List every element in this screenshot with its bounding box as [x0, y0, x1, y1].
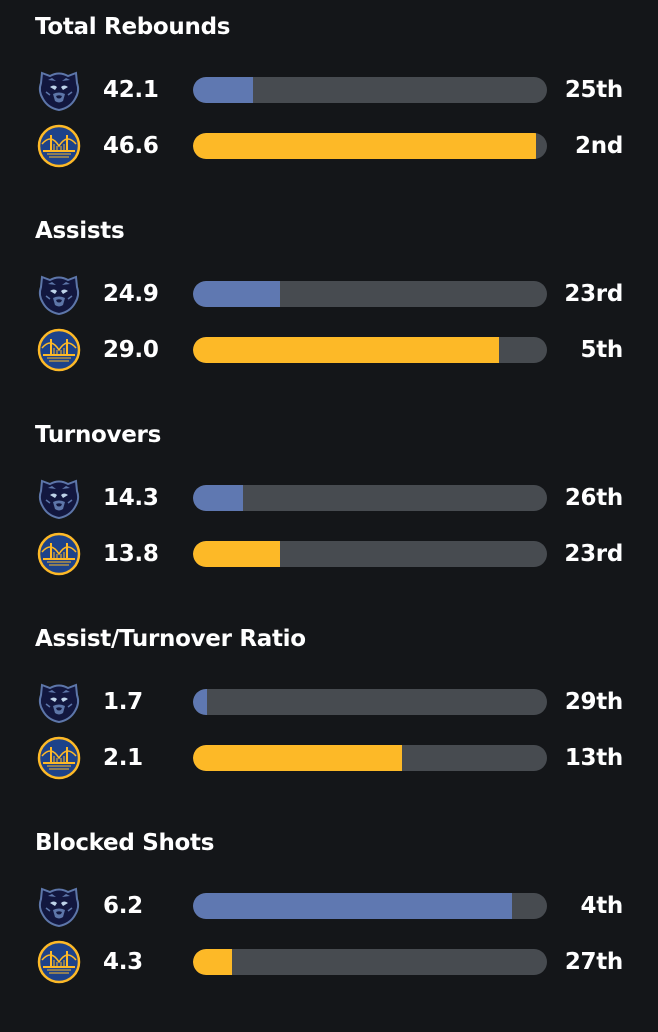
stat-bar-fill: [193, 133, 537, 159]
stat-bar: [193, 281, 547, 307]
stat-value: 6.2: [103, 893, 143, 919]
grizzlies-logo-icon: [35, 678, 83, 726]
section-title: Turnovers: [35, 422, 161, 448]
section-title: Blocked Shots: [35, 830, 215, 856]
league-rank: 2nd: [575, 133, 623, 159]
league-rank: 29th: [564, 689, 623, 715]
grizzlies-logo-icon: [35, 474, 83, 522]
stat-bar: [193, 541, 547, 567]
stat-bar-fill: [193, 485, 243, 511]
warriors-logo-icon: [35, 938, 83, 986]
stat-bar-fill: [193, 541, 280, 567]
stat-bar-fill: [193, 893, 512, 919]
stat-bar: [193, 133, 547, 159]
team-stats-comparison: Total Rebounds 42.1 25th 46.6 2nd Assist…: [0, 12, 658, 984]
stat-section-assists: Assists 24.9 23rd 29.0 5th: [0, 216, 658, 420]
stat-bar: [193, 689, 547, 715]
grizzlies-logo-icon: [35, 270, 83, 318]
warriors-logo-icon: [35, 530, 83, 578]
stat-value: 1.7: [103, 689, 143, 715]
stat-bar-fill: [193, 689, 208, 715]
stat-bar-fill: [193, 77, 254, 103]
stat-bar: [193, 337, 547, 363]
stat-section-blocked-shots: Blocked Shots 6.2 4th 4.3 27th: [0, 828, 658, 1032]
stat-value: 4.3: [103, 949, 143, 975]
stat-bar: [193, 745, 547, 771]
stat-row-grizzlies: 24.9 23rd: [35, 266, 658, 322]
stat-row-warriors: 2.1 13th: [35, 730, 658, 786]
stat-value: 2.1: [103, 745, 143, 771]
league-rank: 25th: [564, 77, 623, 103]
stat-value: 24.9: [103, 281, 159, 307]
stat-bar-fill: [193, 337, 500, 363]
league-rank: 23rd: [564, 541, 623, 567]
stat-value: 14.3: [103, 485, 159, 511]
stat-section-turnovers: Turnovers 14.3 26th 13.8 23rd: [0, 420, 658, 624]
league-rank: 26th: [564, 485, 623, 511]
grizzlies-logo-icon: [35, 66, 83, 114]
stat-value: 46.6: [103, 133, 159, 159]
stat-bar-fill: [193, 745, 402, 771]
grizzlies-logo-icon: [35, 882, 83, 930]
league-rank: 23rd: [564, 281, 623, 307]
stat-row-warriors: 13.8 23rd: [35, 526, 658, 582]
section-title: Assists: [35, 218, 125, 244]
stat-bar: [193, 893, 547, 919]
stat-bar: [193, 77, 547, 103]
league-rank: 13th: [564, 745, 623, 771]
stat-bar: [193, 485, 547, 511]
stat-bar-fill: [193, 949, 232, 975]
stat-row-warriors: 4.3 27th: [35, 934, 658, 990]
warriors-logo-icon: [35, 326, 83, 374]
league-rank: 27th: [564, 949, 623, 975]
stat-value: 29.0: [103, 337, 159, 363]
stat-section-total-rebounds: Total Rebounds 42.1 25th 46.6 2nd: [0, 12, 658, 216]
league-rank: 4th: [580, 893, 624, 919]
stat-bar: [193, 949, 547, 975]
stat-row-grizzlies: 1.7 29th: [35, 674, 658, 730]
warriors-logo-icon: [35, 122, 83, 170]
stat-value: 13.8: [103, 541, 159, 567]
stat-row-warriors: 29.0 5th: [35, 322, 658, 378]
stat-bar-fill: [193, 281, 280, 307]
stat-section-assist-turnover-ratio: Assist/Turnover Ratio 1.7 29th 2.1 13th: [0, 624, 658, 828]
stat-row-grizzlies: 42.1 25th: [35, 62, 658, 118]
stat-row-warriors: 46.6 2nd: [35, 118, 658, 174]
league-rank: 5th: [580, 337, 624, 363]
section-title: Total Rebounds: [35, 14, 231, 40]
stat-row-grizzlies: 14.3 26th: [35, 470, 658, 526]
warriors-logo-icon: [35, 734, 83, 782]
stat-value: 42.1: [103, 77, 159, 103]
section-title: Assist/Turnover Ratio: [35, 626, 306, 652]
stat-row-grizzlies: 6.2 4th: [35, 878, 658, 934]
